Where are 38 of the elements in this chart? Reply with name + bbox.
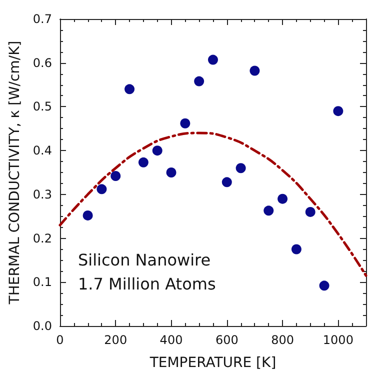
line-series — [58, 132, 368, 277]
y-tick-label: 0.4 — [32, 144, 52, 158]
x-tick-label: 200 — [104, 333, 128, 347]
y-tick-label: 0.7 — [32, 12, 52, 26]
x-axis-title: TEMPERATURE [K] — [148, 355, 276, 371]
y-tick-label: 0.2 — [32, 231, 52, 246]
point — [250, 66, 260, 76]
y-tick-label: 0.3 — [32, 187, 52, 202]
point — [96, 184, 107, 194]
point — [110, 171, 121, 182]
point — [166, 168, 176, 178]
x-tick-label: 800 — [271, 333, 294, 347]
point — [333, 106, 344, 116]
y-tick-label: 0.1 — [32, 275, 52, 290]
x-tick-label: 1000 — [322, 333, 354, 347]
y-axis-title: THERMAL CONDUCTIVITY, κ [W/cm/K] — [7, 40, 23, 306]
annotation: Silicon Nanowire — [78, 250, 211, 270]
point — [305, 206, 316, 217]
point — [236, 163, 246, 174]
x-tick-label: 600 — [215, 333, 238, 347]
point — [138, 157, 148, 168]
annotation: 1.7 Million Atoms — [78, 274, 216, 294]
y-tick-label: 0.6 — [32, 56, 52, 70]
point — [124, 84, 135, 94]
point — [222, 177, 232, 188]
y-tick-label: 0.0 — [32, 319, 52, 333]
point — [180, 118, 190, 128]
y-tick-label: 0.5 — [32, 100, 52, 114]
x-tick-label: 0 — [56, 333, 64, 347]
point — [208, 54, 218, 65]
point — [194, 76, 204, 86]
point — [82, 210, 93, 220]
point — [152, 146, 162, 156]
point — [291, 244, 302, 254]
x-tick-label: 400 — [160, 333, 183, 347]
point — [319, 280, 330, 291]
point — [264, 206, 274, 216]
point — [278, 194, 288, 204]
